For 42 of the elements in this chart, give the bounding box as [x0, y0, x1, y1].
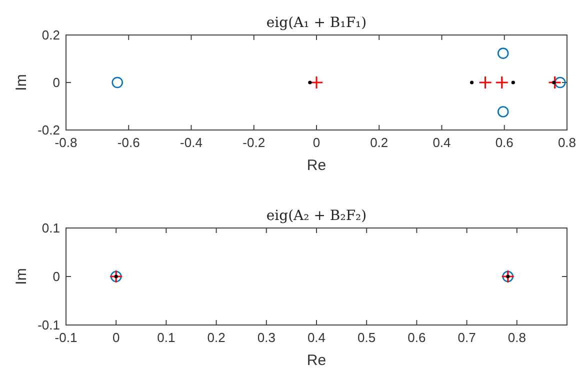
x-tick-label: 0.3 — [257, 330, 276, 345]
x-tick-label: 0.8 — [558, 135, 576, 150]
point — [308, 80, 312, 84]
y-axis-title: Im — [13, 74, 30, 91]
y-axis-title: Im — [13, 268, 30, 285]
point — [554, 76, 566, 88]
x-tick-label: 0.5 — [358, 330, 376, 345]
chart-title: eig(A₂ + B₂F₂) — [266, 208, 367, 224]
y-tick-label: -0.2 — [38, 122, 60, 138]
x-tick-label: 0 — [312, 135, 320, 150]
x-tick-label: 0 — [112, 330, 120, 345]
point — [470, 80, 474, 84]
y-tick-label: 0 — [52, 75, 60, 90]
point — [478, 76, 492, 90]
y-tick-label: 0.1 — [42, 220, 60, 236]
point — [497, 106, 509, 118]
x-tick-label: -0.2 — [242, 135, 266, 150]
y-tick-label: 0 — [52, 269, 60, 284]
x-axis-title: Re — [306, 157, 326, 174]
point — [112, 76, 124, 88]
x-tick-label: -0.4 — [180, 135, 202, 150]
x-tick-label: 0.4 — [432, 135, 451, 150]
x-tick-label: 0.2 — [207, 330, 226, 345]
x-tick-label: 0.6 — [408, 330, 426, 345]
point — [497, 48, 509, 59]
x-tick-label: 0.7 — [458, 330, 476, 345]
x-tick-label: 0.2 — [370, 135, 388, 150]
x-tick-label: 0.6 — [495, 135, 514, 150]
x-tick-label: 0.1 — [157, 330, 176, 345]
point — [548, 76, 562, 90]
x-tick-label: -0.8 — [54, 135, 78, 150]
y-tick-label: -0.1 — [38, 318, 60, 332]
x-axis-title: Re — [306, 352, 326, 369]
point — [511, 80, 515, 84]
point — [310, 76, 324, 90]
x-tick-label: 0.8 — [508, 330, 526, 345]
chart-title: eig(A₁ + B₁F₁) — [266, 15, 367, 31]
y-tick-label: 0.2 — [42, 28, 60, 42]
x-tick-label: 0.4 — [307, 330, 326, 345]
point — [552, 80, 556, 84]
point — [495, 76, 509, 90]
x-tick-label: -0.6 — [117, 135, 140, 150]
